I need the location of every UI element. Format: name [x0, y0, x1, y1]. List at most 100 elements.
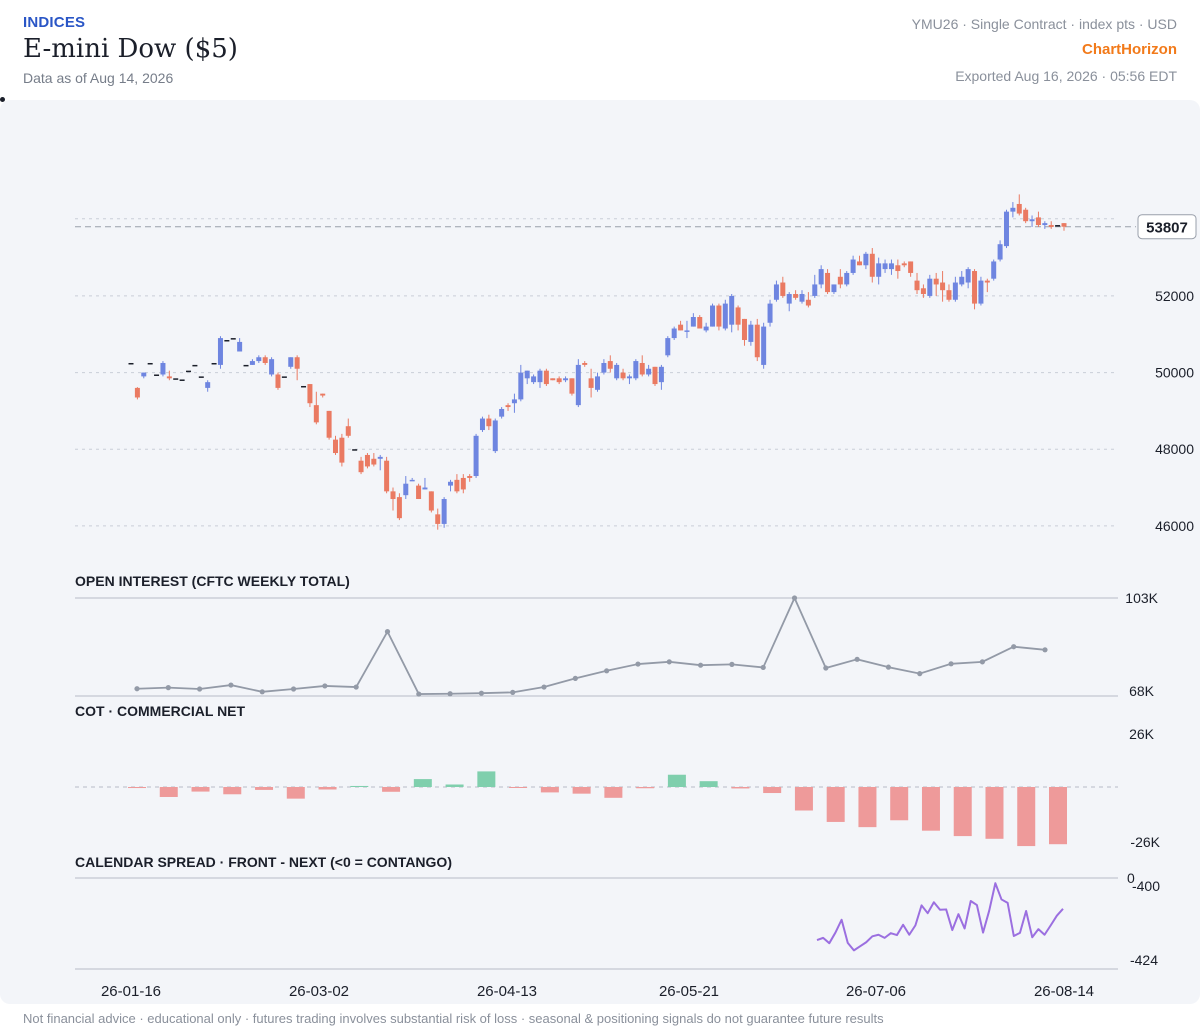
- chart-svg[interactable]: 46000 48000 50000 52000 53807 OPEN INTEREST (…: [0, 100, 1200, 1004]
- candle-body: [345, 426, 351, 436]
- oi-point: [447, 691, 453, 697]
- category-label[interactable]: INDICES: [23, 14, 86, 31]
- cot-bar: [985, 787, 1004, 839]
- candle-body: [1023, 209, 1029, 222]
- candle-body: [626, 376, 632, 379]
- cot-bar: [699, 781, 718, 787]
- x-tick-label: 26-07-06: [846, 983, 906, 1000]
- candle-body: [908, 261, 914, 273]
- candle-body: [614, 364, 620, 379]
- candle-body: [141, 372, 147, 377]
- oi-point: [478, 690, 485, 696]
- candle-body: [1048, 225, 1054, 227]
- candle-body: [799, 294, 805, 302]
- oi-point: [604, 668, 610, 674]
- spread-tick-label: -400: [1132, 878, 1160, 894]
- oi-point: [979, 659, 985, 665]
- cot-bar: [921, 787, 940, 831]
- oi-point: [917, 671, 923, 677]
- candle-body: [269, 359, 275, 375]
- oi-point: [572, 675, 578, 681]
- candle-body: [198, 376, 204, 378]
- cot-bar: [604, 787, 623, 798]
- candle-body: [940, 282, 946, 291]
- corner-marker: [0, 97, 5, 102]
- candle-body: [837, 276, 843, 285]
- candle-body: [332, 439, 338, 454]
- candle-body: [869, 253, 875, 277]
- candle-body: [920, 288, 926, 295]
- oi-point: [541, 684, 547, 690]
- candle-body: [850, 259, 856, 273]
- candle-body: [301, 385, 307, 388]
- cot-bar: [794, 787, 813, 811]
- candle-body: [959, 276, 965, 285]
- candle-body: [825, 272, 831, 293]
- cot-bar: [382, 787, 401, 792]
- candle-body: [288, 357, 294, 367]
- candle-body: [275, 374, 281, 388]
- candle-body: [933, 278, 939, 285]
- candle-body: [249, 361, 255, 365]
- candle-body: [511, 399, 517, 404]
- candle-body: [281, 376, 287, 378]
- candle-body: [735, 307, 741, 325]
- candle-body: [1016, 203, 1022, 214]
- candle-body: [729, 295, 735, 325]
- footer-disclaimer: Not financial advice · educational only …: [23, 1011, 884, 1026]
- candle-body: [396, 497, 402, 519]
- candle-body: [192, 364, 198, 367]
- candle-body: [710, 305, 716, 327]
- candle-body: [895, 265, 901, 272]
- candle-body: [416, 485, 422, 500]
- x-tick-label: 26-08-14: [1034, 983, 1094, 1000]
- data-as-of: Data as of Aug 14, 2026: [23, 70, 174, 86]
- candle-body: [307, 384, 313, 404]
- cot-bar: [477, 771, 496, 787]
- brand-logo[interactable]: ChartHorizon: [1082, 41, 1177, 58]
- candle-body: [454, 479, 460, 492]
- cot-bar: [763, 787, 782, 794]
- candle-body: [946, 290, 952, 300]
- candle-body: [646, 368, 652, 375]
- candle-body: [882, 263, 888, 270]
- candle-body: [978, 280, 984, 304]
- candle-body: [166, 376, 172, 379]
- cot-bar: [445, 784, 464, 787]
- cot-bar: [223, 787, 242, 795]
- candle-body: [965, 269, 971, 283]
- candle-body: [857, 261, 863, 266]
- instrument-title: E-mini Dow ($5): [23, 34, 238, 64]
- candle-body: [448, 481, 454, 486]
- candle-body: [371, 458, 377, 465]
- candle-body: [773, 284, 779, 300]
- candle-body: [313, 405, 319, 423]
- candle-body: [1029, 219, 1035, 222]
- candle-body: [716, 305, 722, 327]
- candle-body: [320, 393, 326, 396]
- price-tick-label: 50000: [1155, 365, 1194, 381]
- cot-bar: [128, 787, 146, 789]
- oi-point: [885, 664, 892, 670]
- cot-bar: [858, 787, 877, 828]
- candle-body: [665, 338, 671, 356]
- candle-body: [294, 357, 300, 369]
- cot-bar: [509, 787, 528, 788]
- x-tick-label: 26-05-21: [659, 983, 719, 1000]
- cot-bar: [953, 787, 972, 837]
- candle-body: [901, 263, 907, 266]
- candle-body: [754, 324, 760, 358]
- x-tick-label: 26-01-16: [101, 983, 161, 1000]
- candle-body: [1003, 211, 1009, 247]
- candle-body: [134, 387, 140, 398]
- candle-body: [1061, 223, 1067, 227]
- oi-point: [854, 656, 860, 662]
- candle-body: [499, 408, 505, 417]
- candle-body: [607, 361, 613, 369]
- oi-point: [197, 686, 203, 692]
- candle-body: [524, 370, 530, 379]
- cot-bar: [255, 787, 274, 790]
- oi-point: [1011, 644, 1017, 650]
- candle-body: [326, 410, 332, 438]
- oi-point: [353, 684, 359, 690]
